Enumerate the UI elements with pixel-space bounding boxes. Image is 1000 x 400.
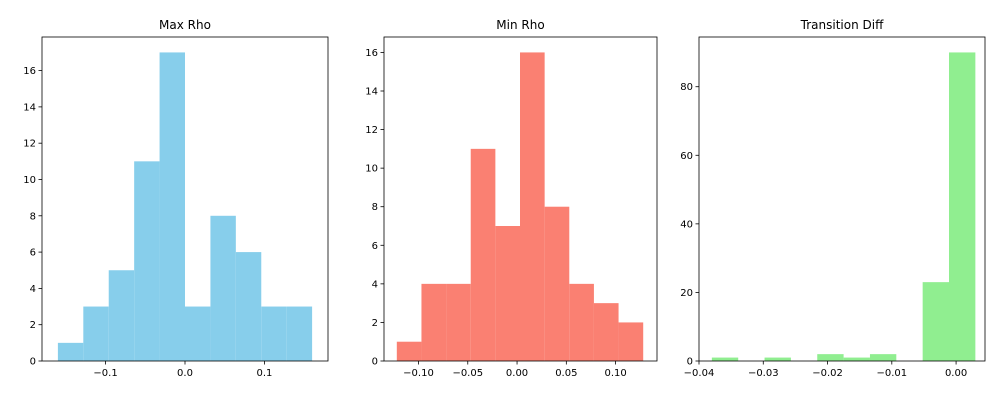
- y-tick-label: 16: [23, 66, 36, 77]
- y-tick-label: 16: [365, 48, 378, 59]
- panel-max-rho: −0.1 0.0 0.1 0 2 4 6 8 10 12 14 16 Max Rho: [23, 18, 329, 379]
- histogram-bar: [711, 357, 739, 361]
- histogram-bar: [618, 322, 644, 361]
- y-tick-label: 4: [30, 284, 36, 295]
- y-tick-label: 40: [680, 219, 693, 230]
- y-tick-label: 0: [30, 357, 36, 368]
- x-tick-label: 0.10: [604, 368, 626, 379]
- histogram-bar: [764, 357, 791, 361]
- y-tick-label: 2: [372, 318, 378, 329]
- histogram-bar: [83, 306, 109, 361]
- histogram-bar: [470, 148, 496, 361]
- y-tick-label: 6: [372, 241, 378, 252]
- histogram-bar: [520, 52, 545, 362]
- x-tick-label: −0.02: [812, 368, 843, 379]
- y-tick-label: 14: [365, 87, 378, 98]
- histogram-bar: [396, 341, 422, 361]
- histogram-bar: [949, 52, 976, 362]
- chart-title: Min Rho: [496, 18, 544, 32]
- y-tick-label: 0: [687, 357, 693, 368]
- y-tick-label: 60: [680, 151, 693, 162]
- x-tick-label: −0.10: [403, 368, 434, 379]
- histogram-bar: [210, 215, 236, 361]
- y-tick-label: 8: [372, 202, 378, 213]
- histogram-bar: [159, 52, 185, 362]
- y-tick-label: 20: [680, 288, 693, 299]
- histogram-bar: [922, 282, 950, 361]
- x-tick-label: −0.01: [876, 368, 907, 379]
- histogram-bar: [57, 342, 84, 361]
- x-tick-label: 0.1: [256, 368, 272, 379]
- histogram-bar: [569, 283, 594, 361]
- panel-min-rho: −0.10 −0.05 0.00 0.05 0.10 0 2 4 6 8 10 12 14 16 Min R…: [365, 18, 658, 379]
- histogram-bar: [593, 303, 619, 361]
- x-tick-label: 0.00: [506, 368, 528, 379]
- y-tick-label: 0: [372, 357, 378, 368]
- y-tick-label: 8: [30, 211, 36, 222]
- histogram-bar: [817, 354, 844, 361]
- y-tick-label: 12: [365, 125, 378, 136]
- y-tick-label: 12: [23, 139, 36, 150]
- y-tick-label: 6: [30, 248, 36, 259]
- histogram-bar: [108, 270, 135, 361]
- y-tick-label: 10: [23, 175, 36, 186]
- histogram-bar: [421, 283, 447, 361]
- x-tick-label: −0.1: [93, 368, 117, 379]
- x-tick-label: 0.05: [555, 368, 577, 379]
- chart-title: Transition Diff: [800, 18, 884, 32]
- y-tick-label: 80: [680, 82, 693, 93]
- histogram-bar: [544, 206, 570, 361]
- axes-frame: [698, 36, 986, 362]
- histogram-bar: [185, 306, 211, 361]
- histogram-bar: [286, 306, 313, 361]
- chart-title: Max Rho: [159, 18, 211, 32]
- histogram-bar: [134, 161, 160, 361]
- histogram-bar: [869, 354, 897, 361]
- x-tick-label: −0.03: [748, 368, 779, 379]
- histogram-bar: [261, 306, 287, 361]
- x-tick-label: 0.00: [945, 368, 967, 379]
- y-tick-label: 2: [30, 320, 36, 331]
- histogram-bar: [446, 283, 471, 361]
- x-tick-label: −0.04: [684, 368, 715, 379]
- y-tick-label: 10: [365, 164, 378, 175]
- histogram-bar: [235, 252, 262, 361]
- x-tick-label: 0.0: [177, 368, 193, 379]
- y-tick-label: 4: [372, 279, 378, 290]
- y-tick-label: 14: [23, 102, 36, 113]
- histogram-bar: [843, 357, 870, 361]
- axes-frame: [383, 36, 658, 362]
- x-tick-label: −0.05: [452, 368, 483, 379]
- panel-transition-diff: −0.04 −0.03 −0.02 −0.01 0.00 0 20 40 60 80 Transit…: [680, 18, 986, 379]
- histogram-bar: [495, 226, 521, 361]
